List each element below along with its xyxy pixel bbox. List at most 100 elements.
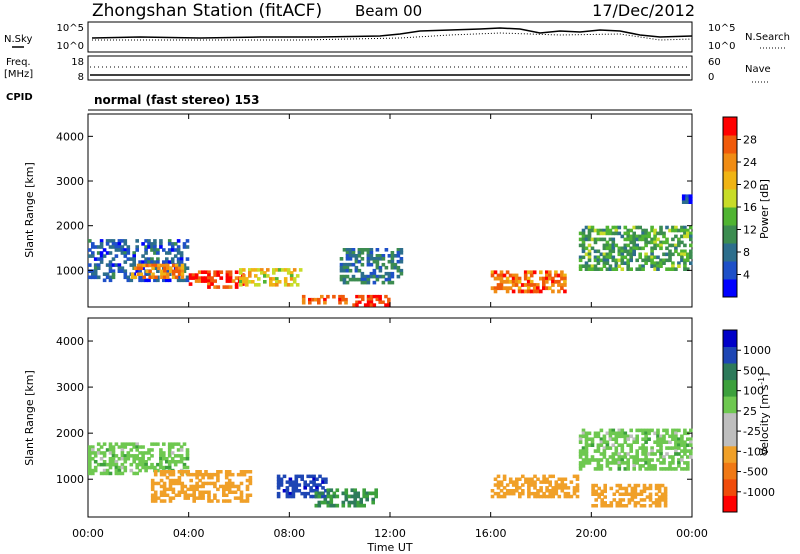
heatmap-cell: [301, 294, 306, 299]
heatmap-cell: [644, 431, 648, 436]
heatmap-cell: [144, 239, 148, 243]
heatmap-cell: [339, 265, 344, 270]
heatmap-cell: [173, 242, 178, 246]
heatmap-cell: [641, 449, 645, 453]
heatmap-cell: [548, 286, 552, 291]
heatmap-cell: [608, 246, 613, 251]
heatmap-cell: [677, 458, 681, 462]
heatmap-cell: [529, 270, 534, 275]
heatmap-cell: [165, 260, 169, 264]
heatmap-cell: [174, 481, 179, 486]
heatmap-cell: [123, 242, 128, 246]
heatmap-cell: [366, 277, 371, 282]
heatmap-cell: [683, 446, 687, 450]
heatmap-cell: [659, 446, 663, 450]
heatmap-cell: [286, 283, 291, 287]
colorbar-segment: [723, 207, 737, 226]
heatmap-cell: [288, 477, 293, 481]
heatmap-cell: [590, 267, 595, 271]
heatmap-cell: [180, 263, 185, 268]
heatmap-cell: [341, 491, 346, 496]
heatmap-cell: [677, 443, 681, 447]
heatmap-cell: [207, 472, 211, 477]
heatmap-cell: [618, 504, 623, 508]
velocity-colorbar-label: Velocity [m s-1]: [757, 372, 772, 455]
heatmap-cell: [626, 252, 630, 257]
heatmap-cell: [584, 437, 589, 441]
x-tick-label: 20:00: [575, 527, 607, 540]
heatmap-cell: [213, 279, 217, 283]
heatmap-cell: [647, 452, 651, 456]
heatmap-cell: [674, 452, 678, 456]
heatmap-cell: [360, 274, 365, 279]
heatmap-cell: [608, 255, 613, 260]
heatmap-cell: [686, 234, 690, 239]
heatmap-cell: [605, 464, 610, 468]
heatmap-cell: [529, 279, 534, 284]
heatmap-cell: [272, 268, 276, 272]
heatmap-cell: [656, 243, 660, 248]
heatmap-cell: [674, 440, 678, 444]
heatmap-cell: [608, 237, 613, 242]
heatmap-cell: [632, 234, 636, 239]
heatmap-cell: [96, 462, 101, 467]
heatmap-cell: [639, 498, 644, 502]
heatmap-cell: [173, 254, 178, 258]
heatmap-cell: [680, 455, 684, 459]
heatmap-cell: [114, 248, 119, 252]
heatmap-cell: [621, 504, 626, 508]
heatmap-cell: [671, 243, 675, 248]
heatmap-cell: [156, 481, 161, 486]
heatmap-cell: [144, 251, 148, 255]
heatmap-cell: [93, 266, 98, 270]
heatmap-cell: [341, 294, 345, 299]
heatmap-cell: [108, 278, 113, 283]
heatmap-cell: [653, 228, 657, 233]
heatmap-cell: [326, 488, 331, 493]
heatmap-cell: [381, 257, 386, 261]
heatmap-cell: [653, 261, 657, 265]
heatmap-cell: [681, 197, 686, 201]
colorbar-segment: [723, 478, 737, 496]
heatmap-cell: [138, 445, 142, 449]
heatmap-cell: [179, 460, 184, 464]
heatmap-cell: [308, 300, 312, 305]
heatmap-cell: [285, 491, 290, 496]
heatmap-cell: [150, 484, 155, 489]
heatmap-cell: [160, 263, 164, 268]
heatmap-cell: [644, 446, 648, 450]
heatmap-cell: [584, 452, 589, 456]
heatmap-cell: [688, 197, 693, 201]
heatmap-cell: [629, 237, 633, 242]
heatmap-cell: [496, 474, 501, 479]
heatmap-cell: [151, 272, 155, 276]
heatmap-cell: [117, 242, 122, 246]
heatmap-cell: [366, 274, 371, 279]
heatmap-cell: [602, 246, 607, 251]
colorbar-segment: [723, 330, 737, 347]
heatmap-cell: [653, 264, 657, 268]
heatmap-cell: [587, 431, 592, 436]
heatmap-cell: [170, 245, 175, 249]
heatmap-cell: [372, 303, 377, 307]
heatmap-cell: [590, 458, 595, 462]
heatmap-cell: [176, 278, 181, 283]
heatmap-cell: [587, 234, 592, 239]
heatmap-cell: [572, 474, 577, 479]
heatmap-cell: [593, 258, 598, 263]
heatmap-cell: [653, 237, 657, 242]
heatmap-cell: [227, 478, 232, 483]
heatmap-cell: [171, 490, 176, 494]
heatmap-cell: [227, 490, 232, 494]
freq-left-label-2: [MHz]: [4, 69, 33, 80]
heatmap-cell: [291, 480, 296, 484]
heatmap-cell: [132, 471, 136, 476]
heatmap-cell: [129, 462, 134, 467]
heatmap-cell: [671, 237, 675, 242]
heatmap-cell: [617, 258, 622, 263]
heatmap-cell: [348, 268, 353, 273]
heatmap-cell: [207, 493, 211, 497]
heatmap-cell: [653, 234, 657, 239]
heatmap-cell: [117, 471, 122, 476]
heatmap-cell: [581, 458, 586, 462]
